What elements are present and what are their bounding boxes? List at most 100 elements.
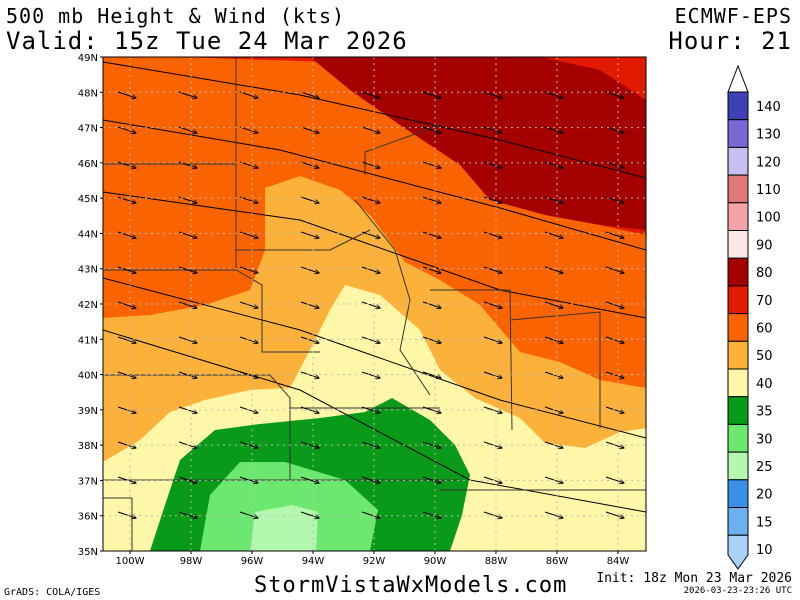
lat-label: 37N	[78, 476, 98, 487]
wind-arrow	[117, 301, 136, 308]
lon-label: 84W	[607, 556, 630, 567]
wind-arrow	[361, 476, 380, 483]
lat-labels: 49N 48N 47N 46N 45N 44N 43N 42N 41N 40N 39N 38N 37N 3…	[78, 53, 103, 558]
wind-arrow	[239, 266, 258, 273]
wind-arrow	[422, 476, 441, 483]
lat-label: 46N	[78, 159, 98, 170]
lat-label: 35N	[78, 547, 98, 558]
colorbar-swatch	[727, 423, 749, 453]
colorbar: 140 130 120 110 100 90 80 70 60 50 40 35 30 25 20 15 10	[727, 64, 781, 570]
wind-arrow	[178, 336, 197, 343]
lon-label: 94W	[302, 556, 325, 567]
wind-arrow	[300, 511, 319, 518]
wind-arrow	[361, 371, 380, 378]
colorbar-swatch	[727, 340, 749, 370]
lat-label: 43N	[78, 265, 98, 276]
wind-arrow	[300, 91, 319, 98]
colorbar-label: 130	[756, 128, 781, 143]
wind-arrow	[422, 511, 441, 518]
lon-label: 98W	[180, 556, 203, 567]
wind-arrow	[422, 441, 441, 448]
colorbar-label: 140	[756, 100, 781, 115]
lat-label: 44N	[78, 229, 98, 240]
colorbar-label: 40	[756, 377, 773, 392]
lon-label: 88W	[485, 556, 508, 567]
wind-arrow	[361, 266, 380, 273]
wind-arrow	[300, 441, 319, 448]
wind-arrow	[544, 511, 563, 518]
lat-label: 49N	[78, 53, 98, 64]
colorbar-swatch	[727, 396, 749, 425]
colorbar-swatch	[727, 285, 749, 315]
wind-arrow	[422, 406, 441, 413]
wind-arrow	[422, 336, 441, 343]
lon-label: 96W	[241, 556, 264, 567]
wind-arrow	[239, 336, 258, 343]
wind-arrow	[300, 371, 319, 378]
wind-arrow	[117, 511, 136, 518]
colorbar-swatch	[727, 368, 749, 398]
init-time: Init: 18z Mon 23 Mar 2026	[596, 571, 792, 586]
wind-arrow	[422, 301, 441, 308]
colorbar-swatch	[727, 257, 749, 287]
lat-label: 40N	[78, 371, 98, 382]
wind-arrow	[361, 231, 380, 238]
wind-arrow	[483, 511, 502, 518]
colorbar-swatch	[727, 534, 749, 570]
lat-label: 41N	[78, 335, 98, 346]
wind-arrow	[300, 406, 319, 413]
wind-arrow	[544, 301, 563, 308]
wind-arrow	[361, 161, 380, 168]
wind-arrow	[178, 511, 197, 518]
generated-time: 2026-03-23-23:26 UTC	[683, 586, 792, 596]
wind-arrow	[300, 301, 319, 308]
colorbar-label: 35	[756, 405, 773, 420]
lat-lon-grid	[103, 57, 646, 551]
wind-arrow	[117, 266, 136, 273]
lat-label: 42N	[78, 300, 98, 311]
wind-arrow	[422, 266, 441, 273]
colorbar-label: 60	[756, 321, 773, 336]
wind-arrow	[422, 91, 441, 98]
lat-label: 39N	[78, 406, 98, 417]
colorbar-label: 10	[756, 543, 773, 558]
lon-label: 86W	[546, 556, 569, 567]
forecast-hour: Hour: 21	[668, 27, 792, 55]
wind-arrow	[544, 266, 563, 273]
wind-arrow	[361, 301, 380, 308]
valid-time: Valid: 15z Tue 24 Mar 2026	[6, 27, 408, 55]
wind-arrow	[361, 196, 380, 203]
colorbar-label: 80	[756, 266, 773, 281]
wind-arrow	[422, 371, 441, 378]
model-name: ECMWF-EPS	[674, 4, 792, 28]
colorbar-label: 30	[756, 432, 773, 447]
colorbar-top-arrow	[727, 64, 749, 93]
lat-label: 38N	[78, 441, 98, 452]
colorbar-swatch	[727, 507, 749, 536]
wind-arrow	[361, 336, 380, 343]
wind-arrow	[605, 301, 624, 308]
wind-arrow	[300, 336, 319, 343]
lat-label: 47N	[78, 124, 98, 135]
colorbar-swatch	[727, 174, 749, 204]
colorbar-label: 100	[756, 211, 781, 226]
wind-arrow	[605, 336, 624, 343]
colorbar-swatch	[727, 119, 749, 148]
wind-arrow	[178, 91, 197, 98]
wind-arrow	[605, 266, 624, 273]
lat-label: 36N	[78, 512, 98, 523]
wind-arrow	[422, 126, 441, 133]
colorbar-swatch	[727, 230, 749, 259]
wind-arrow	[544, 336, 563, 343]
wind-arrow	[239, 301, 258, 308]
wind-arrow	[300, 231, 319, 238]
colorbar-label: 70	[756, 294, 773, 309]
wind-arrow	[361, 406, 380, 413]
wind-arrow	[605, 91, 624, 98]
wind-arrow	[361, 91, 380, 98]
colorbar-label: 90	[756, 238, 773, 253]
colorbar-swatch	[727, 479, 749, 508]
wind-arrow	[483, 301, 502, 308]
wind-arrow	[361, 441, 380, 448]
colorbar-label: 15	[756, 515, 773, 530]
